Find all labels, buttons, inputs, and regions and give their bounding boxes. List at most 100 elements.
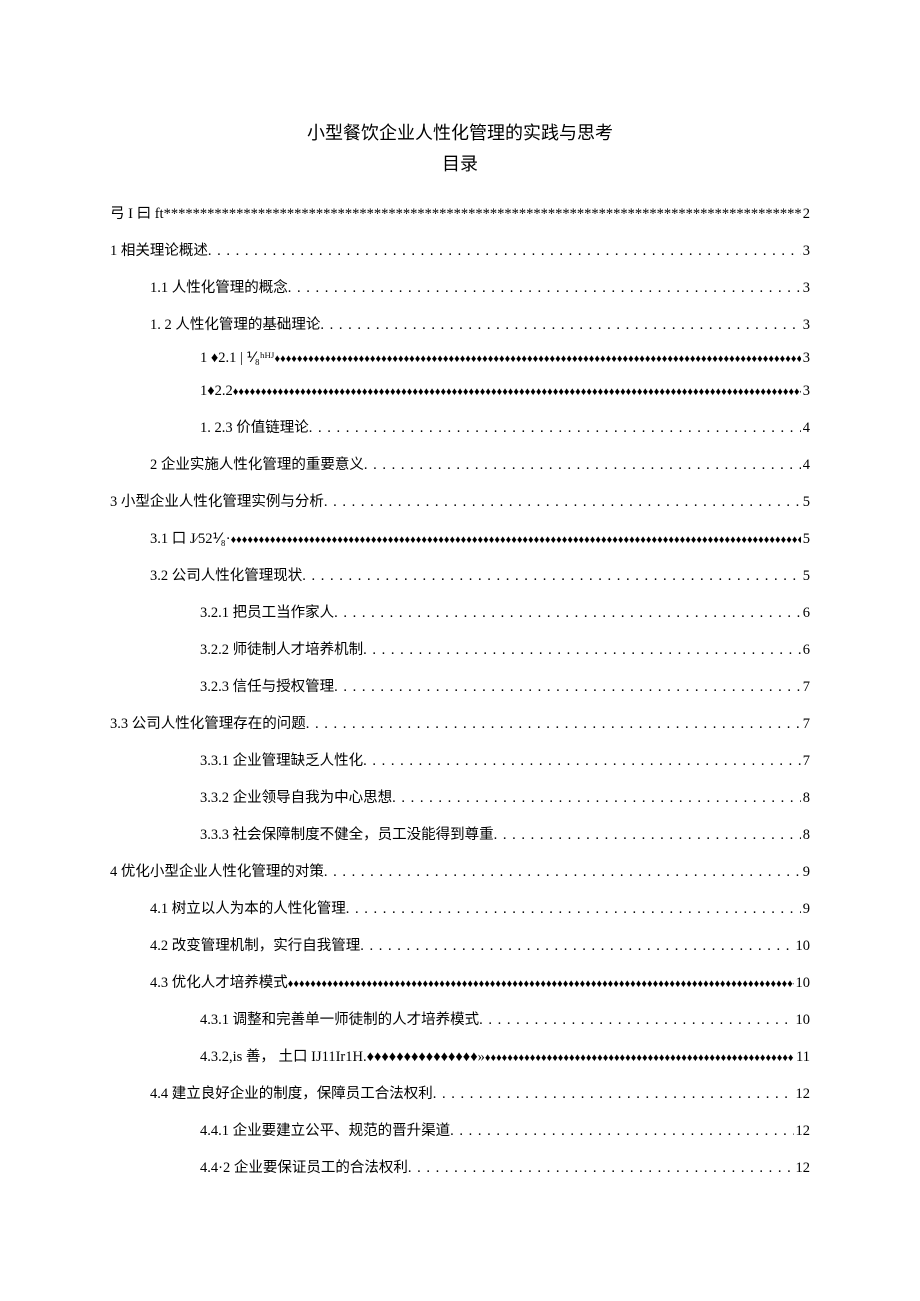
toc-entry: 3.3.1 企业管理缺乏人性化 7 xyxy=(110,749,810,770)
toc-entry-page: 3 xyxy=(801,317,810,334)
toc-leader xyxy=(302,568,801,585)
toc-entry-page: 12 xyxy=(794,1160,811,1177)
toc-entry-page: 4 xyxy=(801,457,810,474)
toc-entry-page: 6 xyxy=(801,642,810,659)
toc-entry-label: 3.2.2 师徒制人才培养机制 xyxy=(200,638,363,659)
toc-entry-page: 9 xyxy=(801,864,810,881)
toc-entry: 4.2 改变管理机制，实行自我管理 10 xyxy=(110,934,810,955)
toc-entry-label: 4.3 优化人才培养模式 xyxy=(150,971,288,992)
toc-entry-label: 1.1 人性化管理的概念 xyxy=(150,276,288,297)
toc-entry: 1.1 人性化管理的概念 3 xyxy=(110,276,810,297)
toc-entry-label: 1. 2 人性化管理的基础理论 xyxy=(150,313,320,334)
toc-entry-page: 3 xyxy=(801,350,810,367)
toc-leader xyxy=(363,642,801,659)
toc-entry: 3.2.2 师徒制人才培养机制 6 xyxy=(110,638,810,659)
toc-entry: 3.2 公司人性化管理现状 5 xyxy=(110,564,810,585)
toc-entry-page: 5 xyxy=(801,531,810,548)
toc-leader xyxy=(450,1123,793,1140)
toc-entry-label: 4.4 建立良好企业的制度，保障员工合法权利 xyxy=(150,1082,433,1103)
toc-entry-label: 3.3 公司人性化管理存在的问题 xyxy=(110,712,306,733)
toc-entry: 4.4 建立良好企业的制度，保障员工合法权利 12 xyxy=(110,1082,810,1103)
toc-entry-label: 1. 2.3 价值链理论 xyxy=(200,416,309,437)
document-title: 小型餐饮企业人性化管理的实践与思考 xyxy=(110,120,810,147)
toc-entry-page: 6 xyxy=(801,605,810,622)
toc-entry: 4 优化小型企业人性化管理的对策 9 xyxy=(110,860,810,881)
toc-entry: 1. 2 人性化管理的基础理论 3 xyxy=(110,313,810,334)
toc-leader xyxy=(360,938,793,955)
toc-entry: 4.4·2 企业要保证员工的合法权利 12 xyxy=(110,1156,810,1177)
toc-entry: 1♦2.2 3 xyxy=(110,383,810,400)
toc-leader xyxy=(164,206,801,223)
toc-leader xyxy=(324,494,801,511)
toc-entry-label: 4.4.1 企业要建立公平、规范的晋升渠道 xyxy=(200,1119,450,1140)
toc-leader xyxy=(288,975,794,992)
toc-leader xyxy=(392,790,801,807)
toc-leader xyxy=(274,350,800,367)
toc-entry-label: 4.1 树立以人为本的人性化管理 xyxy=(150,897,346,918)
toc-leader xyxy=(364,457,801,474)
toc-leader xyxy=(334,605,801,622)
toc-entry-label: 弓 I 曰 ft xyxy=(110,202,164,223)
toc-entry-label: 3.3.2 企业领导自我为中心思想 xyxy=(200,786,392,807)
toc-leader xyxy=(288,280,801,297)
toc-entry: 3.3.3 社会保障制度不健全，员工没能得到尊重8 xyxy=(110,823,810,844)
toc-entry: 4.3 优化人才培养模式10 xyxy=(110,971,810,992)
toc-entry-label: 4.3.1 调整和完善单一师徒制的人才培养模式 xyxy=(200,1008,479,1029)
toc-entry-page: 8 xyxy=(801,790,810,807)
toc-entry: 3.1 口 J⁄52⅟₈· 5 xyxy=(110,527,810,548)
toc-entry-label: 4.4·2 企业要保证员工的合法权利 xyxy=(200,1156,408,1177)
toc-leader xyxy=(479,1012,793,1029)
toc-leader xyxy=(363,753,801,770)
toc-entry-page: 10 xyxy=(794,1012,811,1029)
toc-entry: 3.2.1 把员工当作家人 6 xyxy=(110,601,810,622)
toc-leader xyxy=(433,1086,794,1103)
toc-entry-label: 3.1 口 J⁄52⅟₈· xyxy=(150,527,231,548)
toc-entry-label: 3.2.3 信任与授权管理 xyxy=(200,675,334,696)
toc-entry-page: 2 xyxy=(801,206,810,223)
toc-entry-page: 10 xyxy=(794,938,811,955)
toc-entry-label: 1♦2.2 xyxy=(200,383,233,400)
toc-entry-page: 7 xyxy=(801,716,810,733)
toc-leader xyxy=(309,420,801,437)
toc-leader xyxy=(485,1049,794,1066)
toc-entry-page: 5 xyxy=(801,494,810,511)
toc-entry-page: 9 xyxy=(801,901,810,918)
toc-entry-label: 3.3.1 企业管理缺乏人性化 xyxy=(200,749,363,770)
toc-leader xyxy=(324,864,801,881)
toc-leader xyxy=(208,243,801,260)
toc-entry-page: 4 xyxy=(801,420,810,437)
toc-entry-label: 1 相关理论概述 xyxy=(110,239,208,260)
toc-entry-page: 7 xyxy=(801,753,810,770)
toc-entry-page: 8 xyxy=(801,827,810,844)
toc-entry-page: 12 xyxy=(794,1123,811,1140)
toc-entry-label: 3 小型企业人性化管理实例与分析 xyxy=(110,490,324,511)
toc-entry: 弓 I 曰 ft 2 xyxy=(110,202,810,223)
table-of-contents: 弓 I 曰 ft21 相关理论概述 31.1 人性化管理的概念 31. 2 人性… xyxy=(110,202,810,1177)
toc-entry-label: 4 优化小型企业人性化管理的对策 xyxy=(110,860,324,881)
toc-entry: 1 相关理论概述 3 xyxy=(110,239,810,260)
toc-entry-page: 12 xyxy=(794,1086,811,1103)
toc-entry: 4.1 树立以人为本的人性化管理 9 xyxy=(110,897,810,918)
toc-entry: 3.3 公司人性化管理存在的问题 7 xyxy=(110,712,810,733)
toc-entry-label: 1 ♦2.1 | ⅟₈ʰᴴᴶ xyxy=(200,350,274,367)
toc-entry: 4.4.1 企业要建立公平、规范的晋升渠道 12 xyxy=(110,1119,810,1140)
toc-entry-page: 3 xyxy=(801,383,810,400)
toc-entry: 3.3.2 企业领导自我为中心思想 8 xyxy=(110,786,810,807)
toc-entry-page: 5 xyxy=(801,568,810,585)
toc-entry-label: 3.2.1 把员工当作家人 xyxy=(200,601,334,622)
toc-entry-page: 7 xyxy=(801,679,810,696)
toc-leader xyxy=(346,901,801,918)
toc-entry: 4.3.2,is 善， 土口 IJ11Ir1H.♦♦♦♦♦♦♦♦♦♦♦♦♦♦♦»… xyxy=(110,1045,810,1066)
toc-entry-label: 4.3.2,is 善， 土口 IJ11Ir1H.♦♦♦♦♦♦♦♦♦♦♦♦♦♦♦» xyxy=(200,1045,485,1066)
toc-entry-page: 11 xyxy=(794,1049,810,1066)
toc-leader xyxy=(306,716,801,733)
document-subtitle: 目录 xyxy=(110,151,810,178)
toc-entry-page: 3 xyxy=(801,243,810,260)
toc-leader xyxy=(231,531,801,548)
toc-entry-page: 3 xyxy=(801,280,810,297)
toc-leader xyxy=(320,317,800,334)
toc-entry: 4.3.1 调整和完善单一师徒制的人才培养模式 10 xyxy=(110,1008,810,1029)
toc-entry-label: 3.2 公司人性化管理现状 xyxy=(150,564,302,585)
toc-entry: 1. 2.3 价值链理论 4 xyxy=(110,416,810,437)
toc-entry: 3.2.3 信任与授权管理 7 xyxy=(110,675,810,696)
